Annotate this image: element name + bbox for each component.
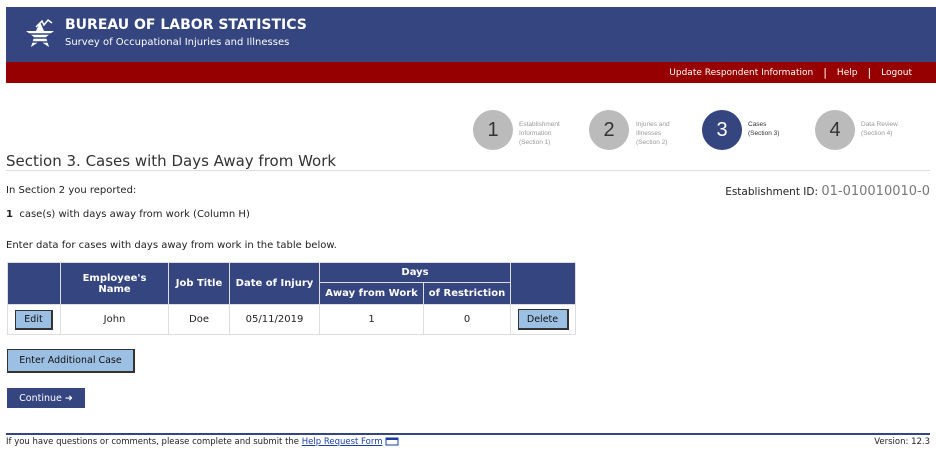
footer-message: If you have questions or comments, pleas…	[6, 437, 300, 447]
edit-button[interactable]: Edit	[15, 309, 53, 330]
cases-count: 1	[6, 209, 13, 220]
establishment-label: Establishment ID:	[725, 186, 819, 198]
header-empty	[510, 262, 576, 305]
step-label-line: Cases	[748, 121, 767, 128]
update-respondent-link[interactable]: Update Respondent Information	[669, 67, 814, 78]
step-1-label: Establishment Information (Section 1)	[519, 120, 579, 147]
cases-summary: 1 case(s) with days away from work (Colu…	[6, 209, 250, 220]
step-2-circle: 2	[589, 110, 629, 150]
nav-separator: |	[867, 66, 872, 79]
step-label-line: Data Review	[861, 121, 898, 128]
delete-cell: Delete	[510, 304, 576, 335]
step-3-label: Cases (Section 3)	[748, 120, 808, 138]
footer-divider	[6, 433, 930, 435]
cases-text: case(s) with days away from work (Column…	[19, 209, 250, 220]
nav-separator: |	[823, 66, 827, 79]
step-label-line: (Section 3)	[748, 130, 780, 137]
divider	[6, 170, 930, 171]
delete-button[interactable]: Delete	[517, 309, 569, 330]
step-label-line: Establishment	[519, 121, 560, 128]
site-subtitle: Survey of Occupational Injuries and Illn…	[65, 37, 290, 48]
step-4-circle: 4	[815, 110, 855, 150]
step-label-line: Information	[519, 130, 552, 137]
edit-cell: Edit	[7, 304, 61, 335]
instructions: Enter data for cases with days away from…	[6, 240, 337, 251]
step-label-line: (Section 4)	[861, 130, 893, 137]
cases-table: Employee's Name Job Title Date of Injury…	[7, 262, 576, 335]
cell-name: John	[60, 304, 169, 335]
header-bar	[6, 7, 936, 62]
help-request-form-link[interactable]: Help Request Form	[301, 437, 383, 447]
step-label-line: Injuries and	[636, 121, 670, 128]
header-restriction: of Restriction	[423, 282, 511, 305]
step-label-line: (Section 2)	[636, 139, 668, 146]
nav-bar	[6, 62, 936, 83]
reported-text: In Section 2 you reported:	[6, 185, 137, 196]
header-name: Employee's Name	[60, 262, 169, 305]
establishment-id: Establishment ID: 01-010010010-0	[725, 184, 930, 199]
step-1-circle: 1	[473, 110, 513, 150]
top-nav: Update Respondent Information | Help | L…	[669, 62, 912, 83]
header-away: Away from Work	[319, 282, 424, 305]
site-title: BUREAU OF LABOR STATISTICS	[65, 17, 307, 33]
header-job: Job Title	[168, 262, 230, 305]
header-days: Days	[319, 262, 511, 283]
header-date: Date of Injury	[229, 262, 320, 305]
step-2-label: Injuries and Illnesses (Section 2)	[636, 120, 696, 147]
table-row: Edit John Doe 05/11/2019 1 0 Delete	[7, 304, 576, 335]
step-4-label: Data Review (Section 4)	[861, 120, 921, 138]
step-3-circle: 3	[702, 110, 742, 150]
establishment-id-value: 01-010010010-0	[821, 184, 930, 199]
enter-additional-case-button[interactable]: Enter Additional Case	[7, 349, 135, 373]
cell-job: Doe	[168, 304, 230, 335]
footer-text: If you have questions or comments, pleas…	[6, 437, 399, 447]
step-label-line: Illnesses	[636, 130, 662, 137]
cell-date: 05/11/2019	[229, 304, 320, 335]
new-window-icon	[385, 437, 399, 446]
help-link[interactable]: Help	[836, 67, 858, 78]
cell-restriction: 0	[423, 304, 511, 335]
step-label-line: (Section 1)	[519, 139, 551, 146]
continue-button[interactable]: Continue ➜	[7, 388, 85, 408]
logout-link[interactable]: Logout	[881, 67, 912, 78]
header-empty	[7, 262, 61, 305]
cell-away: 1	[319, 304, 424, 335]
bls-star-logo-icon	[26, 18, 54, 47]
page-title: Section 3. Cases with Days Away from Wor…	[6, 152, 337, 170]
version: Version: 12.3	[874, 437, 930, 447]
